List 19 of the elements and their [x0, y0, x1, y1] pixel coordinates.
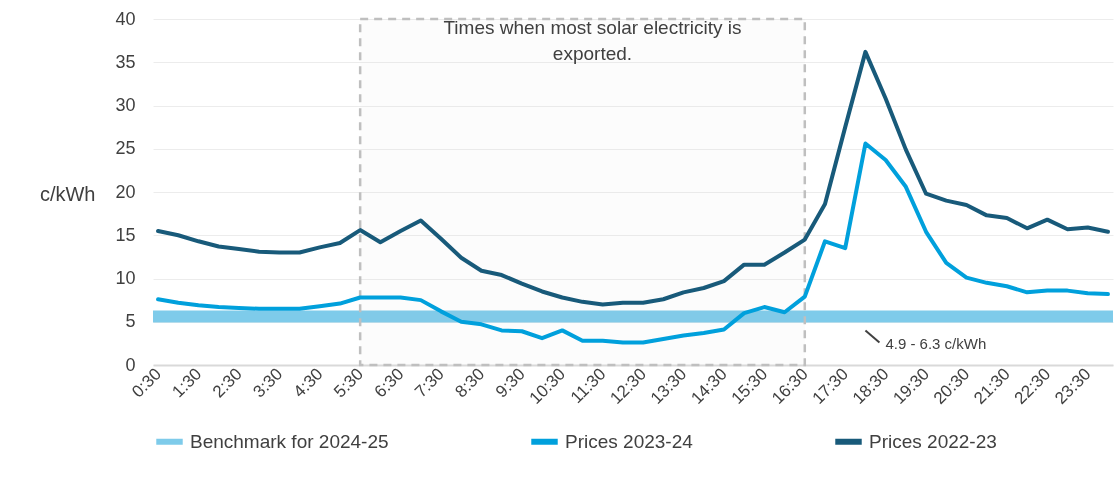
legend-label: Prices 2022-23: [869, 430, 997, 452]
y-tick-label: 15: [115, 224, 136, 245]
y-tick-label: 25: [115, 138, 136, 159]
annotation: 4.9 - 6.3 c/kWh: [885, 334, 987, 352]
y-tick-label: 10: [115, 268, 136, 288]
y-tick-label: 5: [125, 311, 136, 332]
line-series: [156, 49, 1110, 307]
y-tick-label: 40: [115, 8, 136, 29]
y-tick-label: 35: [115, 51, 136, 72]
x-tick-label: 3:30: [249, 364, 287, 402]
band-label: Times when most solar electricity is exported.: [443, 17, 742, 64]
y-tick-label: 30: [115, 95, 136, 115]
y-axis-title: c/kWh: [39, 182, 96, 205]
x-tick-label: 4:30: [289, 364, 327, 402]
legend-label: Prices 2023-24: [565, 430, 694, 452]
x-tick-label: 7:30: [411, 364, 448, 402]
x-tick-label: 8:30: [451, 364, 489, 402]
legend-label: Benchmark for 2024-25: [190, 430, 389, 452]
y-tick-label: 20: [115, 181, 136, 202]
